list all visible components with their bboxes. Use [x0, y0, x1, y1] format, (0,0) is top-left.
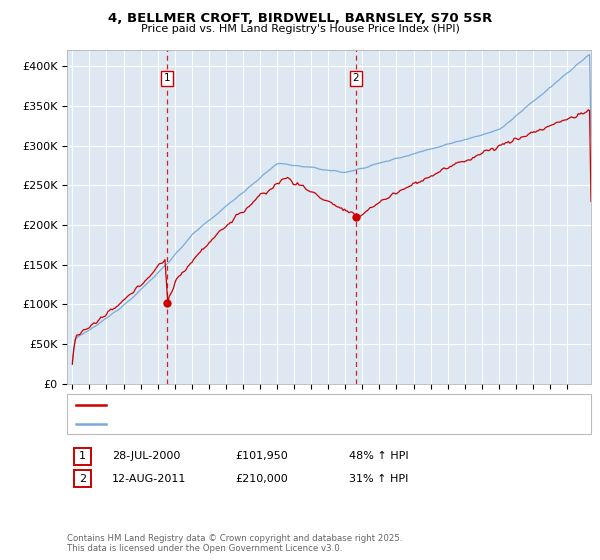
Text: 4, BELLMER CROFT, BIRDWELL, BARNSLEY, S70 5SR (detached house): 4, BELLMER CROFT, BIRDWELL, BARNSLEY, S7…: [112, 400, 477, 410]
Text: £101,950: £101,950: [235, 451, 288, 461]
Text: 48% ↑ HPI: 48% ↑ HPI: [349, 451, 409, 461]
Text: 2: 2: [353, 73, 359, 83]
Text: £210,000: £210,000: [235, 474, 288, 484]
Text: Contains HM Land Registry data © Crown copyright and database right 2025.
This d: Contains HM Land Registry data © Crown c…: [67, 534, 403, 553]
Text: 4, BELLMER CROFT, BIRDWELL, BARNSLEY, S70 5SR: 4, BELLMER CROFT, BIRDWELL, BARNSLEY, S7…: [108, 12, 492, 25]
Text: Price paid vs. HM Land Registry's House Price Index (HPI): Price paid vs. HM Land Registry's House …: [140, 24, 460, 34]
Text: 1: 1: [79, 451, 86, 461]
Text: HPI: Average price, detached house, Barnsley: HPI: Average price, detached house, Barn…: [112, 419, 350, 429]
Text: 2: 2: [79, 474, 86, 484]
Text: 28-JUL-2000: 28-JUL-2000: [112, 451, 181, 461]
Text: 31% ↑ HPI: 31% ↑ HPI: [349, 474, 409, 484]
Text: 12-AUG-2011: 12-AUG-2011: [112, 474, 187, 484]
Text: 1: 1: [164, 73, 170, 83]
